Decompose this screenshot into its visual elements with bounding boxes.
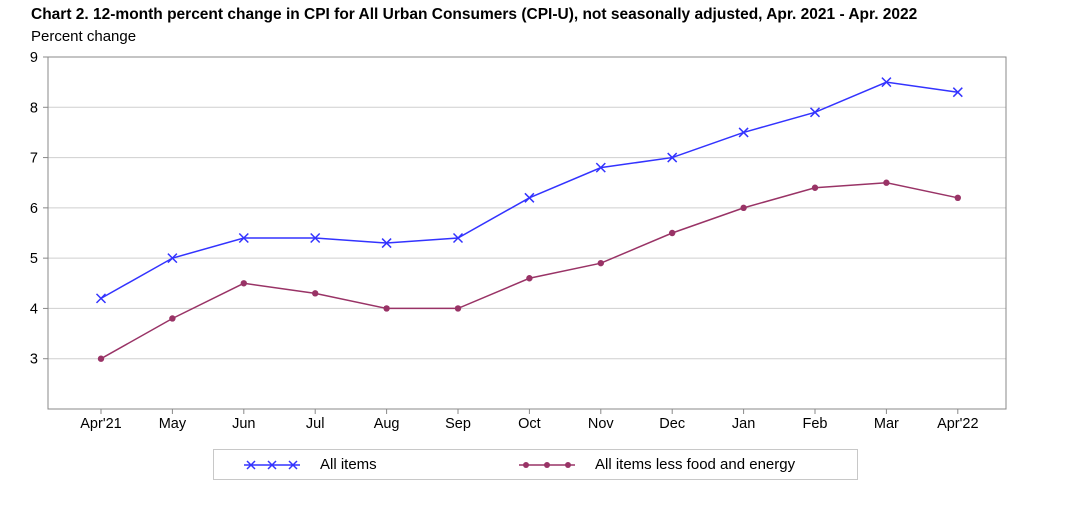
series-group bbox=[95, 77, 963, 362]
data-point bbox=[310, 232, 321, 244]
y-tick-label: 8 bbox=[30, 100, 38, 116]
data-point bbox=[595, 162, 606, 173]
data-point bbox=[167, 253, 178, 264]
y-tick-label: 6 bbox=[30, 201, 38, 217]
y-tick-label: 4 bbox=[30, 301, 38, 317]
data-point bbox=[738, 127, 749, 138]
data-point bbox=[526, 275, 533, 282]
legend-swatch-all-items bbox=[244, 459, 300, 470]
data-point bbox=[881, 77, 892, 88]
data-point bbox=[95, 293, 107, 304]
y-tick-label: 7 bbox=[30, 151, 38, 167]
x-tick-label: Oct bbox=[518, 416, 541, 432]
x-tick-label: Apr'22 bbox=[937, 416, 978, 432]
y-tick-label: 9 bbox=[30, 50, 38, 66]
data-point bbox=[809, 107, 821, 118]
x-tick-label: Jan bbox=[732, 416, 755, 432]
x-tick-label: Sep bbox=[445, 416, 471, 432]
y-tick-label: 3 bbox=[30, 352, 38, 368]
legend: All items All items less food and energy bbox=[213, 449, 858, 480]
data-point bbox=[597, 259, 604, 267]
x-tick-label: Aug bbox=[374, 416, 400, 432]
gridlines bbox=[48, 56, 1006, 360]
x-tick-label: Nov bbox=[588, 416, 615, 432]
data-point bbox=[669, 229, 676, 237]
x-tick-label: Apr'21 bbox=[80, 416, 121, 432]
data-point bbox=[883, 179, 890, 186]
series-line-0 bbox=[100, 81, 958, 300]
y-tick-label: 5 bbox=[30, 251, 38, 267]
legend-item-all-items: All items bbox=[242, 450, 377, 479]
x-tick-label: Dec bbox=[659, 416, 685, 432]
plot-area-border bbox=[47, 56, 1007, 410]
legend-label-all-items: All items bbox=[320, 456, 377, 473]
data-point bbox=[740, 204, 747, 212]
legend-swatch-core bbox=[519, 461, 575, 468]
data-point bbox=[667, 152, 678, 163]
data-point bbox=[97, 355, 105, 362]
data-point bbox=[169, 315, 176, 322]
x-tick-label: Mar bbox=[874, 416, 899, 432]
y-axis-label: Percent change bbox=[31, 28, 137, 45]
x-tick-label: Jul bbox=[306, 416, 325, 432]
data-point bbox=[312, 290, 319, 297]
x-tick-label: May bbox=[159, 416, 187, 432]
data-point bbox=[381, 238, 392, 249]
x-tick-label: Jun bbox=[232, 416, 255, 432]
x-tick-label: Feb bbox=[803, 416, 828, 432]
data-point bbox=[454, 305, 462, 312]
data-point bbox=[954, 194, 961, 201]
legend-label-core: All items less food and energy bbox=[595, 456, 796, 473]
x-axis-ticks: Apr'21 May Jun Jul Aug Sep Oct Nov Dec Jan Feb Mar A… bbox=[80, 409, 979, 432]
y-axis-ticks: 3 4 5 6 7 8 9 bbox=[30, 50, 48, 368]
data-point bbox=[452, 232, 464, 244]
legend-item-core: All items less food and energy bbox=[517, 450, 795, 479]
data-point bbox=[240, 280, 247, 287]
data-point bbox=[238, 232, 249, 244]
data-point bbox=[383, 305, 390, 312]
series-line-1 bbox=[100, 181, 958, 360]
data-point bbox=[811, 184, 819, 191]
data-point bbox=[952, 87, 963, 98]
data-point bbox=[524, 192, 535, 203]
chart-title: Chart 2. 12-month percent change in CPI … bbox=[31, 6, 918, 23]
